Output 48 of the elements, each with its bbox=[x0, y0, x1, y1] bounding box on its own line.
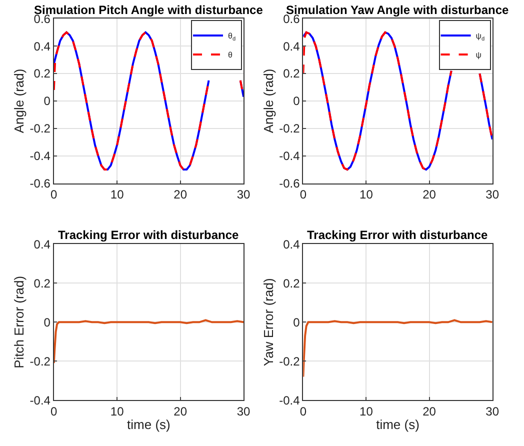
y-tick-label: 0.4 bbox=[283, 237, 300, 252]
x-tick-label: 10 bbox=[360, 404, 374, 419]
x-tick-label: 20 bbox=[174, 404, 188, 419]
legend-label: θ bbox=[228, 50, 234, 60]
x-tick-label: 10 bbox=[360, 188, 374, 202]
legend-label: ψ bbox=[476, 50, 482, 60]
x-axis-title: time (s) bbox=[127, 417, 170, 432]
x-tick-label: 30 bbox=[486, 404, 500, 419]
chart-title: Tracking Error with disturbance bbox=[58, 228, 240, 242]
x-tick-label: 30 bbox=[236, 188, 251, 202]
y-tick-label: -0.4 bbox=[279, 149, 300, 164]
y-axis-title: Angle (rad) bbox=[12, 68, 27, 134]
x-tick-label: 30 bbox=[236, 404, 251, 419]
x-tick-label: 20 bbox=[422, 188, 436, 202]
y-tick-label: 0.4 bbox=[34, 39, 51, 54]
y-tick-label: 0 bbox=[44, 315, 51, 330]
y-tick-label: -0.4 bbox=[279, 393, 300, 408]
line-series bbox=[54, 319, 244, 364]
y-tick-label: -0.4 bbox=[30, 149, 51, 164]
legend-label: ψ$_{d}$ bbox=[476, 32, 485, 42]
y-axis-title: Yaw Error (rad) bbox=[261, 278, 276, 366]
y-tick-label: 0.4 bbox=[283, 39, 300, 54]
y-tick-label: -0.6 bbox=[279, 176, 300, 190]
x-tick-label: 10 bbox=[110, 404, 124, 419]
y-tick-label: 0.4 bbox=[34, 237, 51, 252]
x-tick-label: 30 bbox=[486, 188, 500, 202]
y-tick-label: -0.2 bbox=[30, 122, 51, 136]
y-tick-label: 0.2 bbox=[34, 276, 51, 290]
y-tick-label: -0.4 bbox=[30, 393, 51, 408]
x-tick-label: 20 bbox=[174, 188, 188, 202]
y-axis-title: Angle (rad) bbox=[261, 68, 276, 134]
y-tick-label: 0 bbox=[293, 315, 300, 330]
line-series bbox=[303, 319, 492, 378]
y-tick-label: 0 bbox=[293, 94, 300, 108]
legend-label: θ$_{d}$ bbox=[228, 32, 236, 42]
y-tick-label: 0 bbox=[44, 94, 51, 108]
y-tick-label: 0.2 bbox=[283, 276, 300, 290]
x-tick-label: 10 bbox=[110, 188, 124, 202]
x-axis-title: time (s) bbox=[376, 417, 420, 432]
y-tick-label: -0.2 bbox=[30, 354, 51, 368]
y-tick-label: -0.2 bbox=[279, 122, 300, 136]
y-tick-label: 0.2 bbox=[283, 66, 300, 81]
y-tick-label: -0.2 bbox=[279, 354, 300, 368]
y-tick-label: 0.2 bbox=[34, 66, 51, 81]
y-tick-label: -0.6 bbox=[30, 176, 51, 190]
x-tick-label: 20 bbox=[422, 404, 436, 419]
chart-title: Tracking Error with disturbance bbox=[307, 228, 488, 242]
y-axis-title: Pitch Error (rad) bbox=[12, 276, 27, 368]
